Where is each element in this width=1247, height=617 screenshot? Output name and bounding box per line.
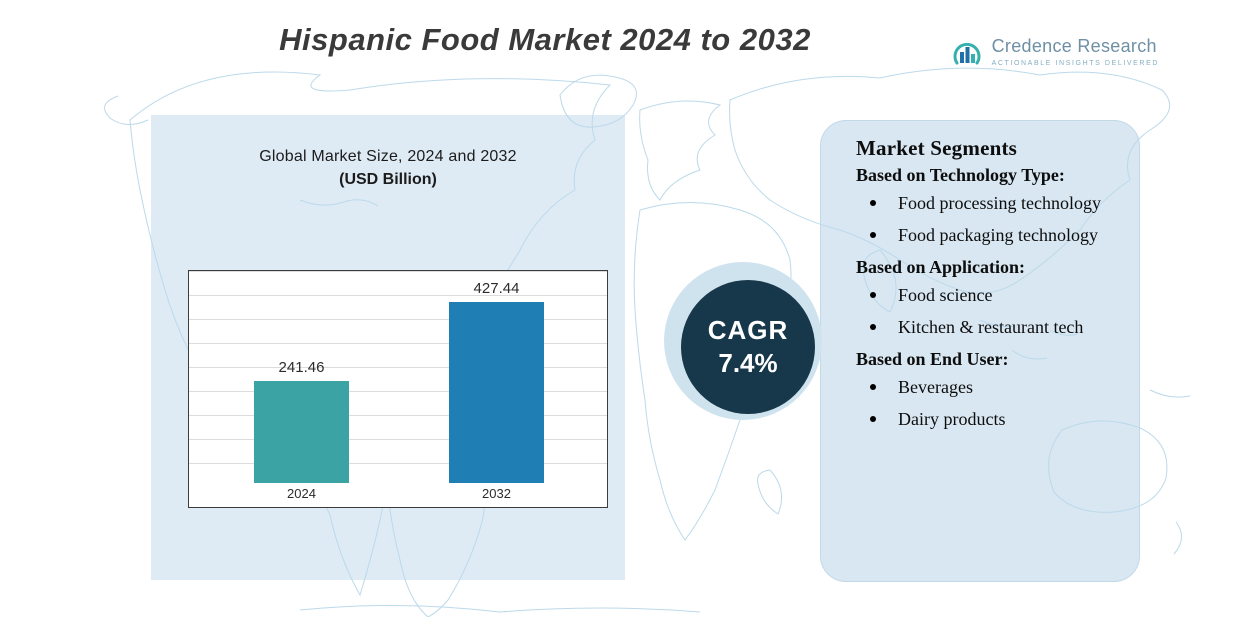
segment-section-heading: Based on End User: <box>856 348 1009 369</box>
segment-bullet-item: Kitchen & restaurant tech <box>856 316 1138 339</box>
segment-bullet-text: Food processing technology <box>898 193 1101 213</box>
cagr-value: 7.4% <box>718 348 778 378</box>
segment-section-heading: Based on Application: <box>856 256 1026 277</box>
chart-plot-area: 241.46 427.44 <box>189 271 607 483</box>
page-title: Hispanic Food Market 2024 to 2032 <box>279 22 811 57</box>
credence-research-logo-icon <box>953 42 981 65</box>
x-axis-label-2032: 2032 <box>482 486 511 501</box>
x-axis-label-2024: 2024 <box>287 486 316 501</box>
segment-bullet-text: Dairy products <box>898 408 1006 429</box>
chart-heading: Global Market Size, 2024 and 2032 (USD B… <box>151 148 625 189</box>
logo-tagline: Actionable Insights Delivered <box>991 60 1159 67</box>
bar-2032 <box>449 301 544 483</box>
segment-bullet-item: Food packaging technology <box>856 224 1138 247</box>
segment-bullet-list: Beverages Dairy products <box>856 376 1138 432</box>
segment-bullet-text: Food packaging technology <box>898 225 1098 246</box>
segment-bullet-list: Food processing technology Food packagin… <box>856 192 1138 248</box>
segment-bullet-list: Food science Kitchen & restaurant tech <box>856 284 1138 340</box>
segment-bullet-item: Dairy products <box>856 408 1138 431</box>
bar-group-2032: 427.44 <box>449 271 544 483</box>
chart-title: Global Market Size, 2024 and 2032 <box>259 148 517 165</box>
segment-section-heading: Based on Technology Type: <box>856 165 1065 185</box>
bar-chart: 241.46 427.44 2024 2032 <box>188 270 608 508</box>
chart-x-axis: 2024 2032 <box>189 483 607 507</box>
bar-value-label: 241.46 <box>278 358 325 376</box>
segments-panel-title: Market Segments <box>856 136 1018 160</box>
bar-2024 <box>254 380 349 483</box>
cagr-label: CAGR <box>707 315 789 345</box>
segment-bullet-text: Kitchen & restaurant tech <box>898 317 1084 338</box>
segment-bullet-item: Food science <box>856 284 1138 307</box>
logo-name: Credence Research <box>991 36 1157 56</box>
segment-bullet-item: Food processing technology <box>856 192 1138 215</box>
credence-research-logo: Credence Research Actionable Insights De… <box>949 36 1159 72</box>
segments-panel: Market Segments Based on Technology Type… <box>856 136 1138 440</box>
segment-bullet-text: Food science <box>898 284 993 305</box>
cagr-badge: CAGR 7.4% <box>681 280 815 414</box>
chart-subtitle: (USD Billion) <box>339 171 437 188</box>
bar-value-label: 427.44 <box>473 279 520 297</box>
segment-bullet-item: Beverages <box>856 376 1138 399</box>
segment-bullet-text: Beverages <box>898 376 973 397</box>
bar-group-2024: 241.46 <box>254 271 349 483</box>
